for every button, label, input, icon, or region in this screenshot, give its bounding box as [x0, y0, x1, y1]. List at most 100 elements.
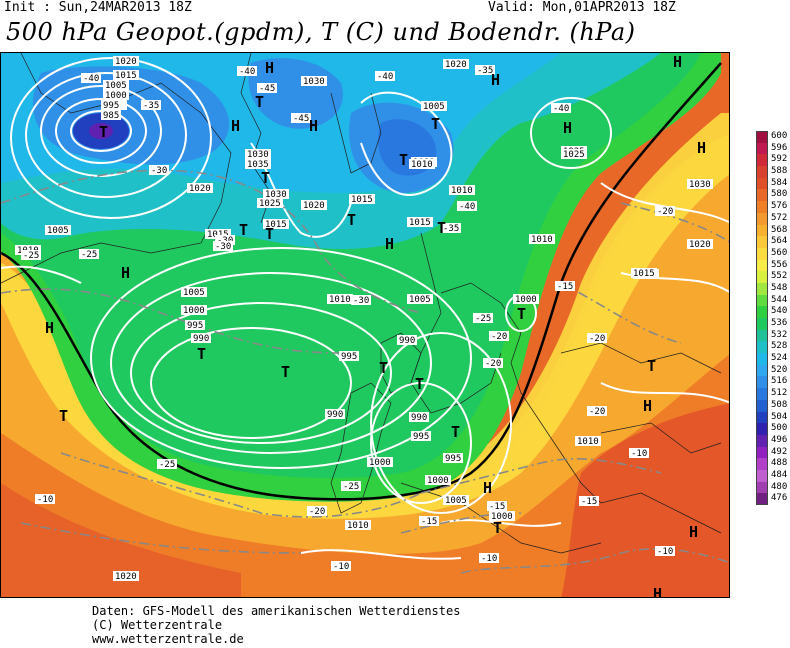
high-marker: H [265, 59, 274, 77]
svg-text:-35: -35 [477, 66, 493, 76]
pressure-label: 1020 [687, 239, 713, 250]
color-scale-label: 492 [771, 446, 788, 457]
svg-text:-35: -35 [143, 101, 159, 111]
temperature-label: -25 [79, 249, 99, 260]
color-scale-label: 528 [771, 341, 788, 352]
pressure-label: 1020 [443, 59, 469, 70]
color-scale-label: 532 [771, 329, 788, 340]
temperature-label: -10 [35, 494, 55, 505]
pressure-label: 1015 [113, 70, 139, 81]
svg-text:1000: 1000 [491, 512, 513, 522]
color-scale-label: 536 [771, 318, 788, 328]
svg-text:1010: 1010 [577, 437, 599, 447]
temperature-label: -20 [655, 206, 675, 217]
color-scale-label: 588 [771, 166, 788, 177]
color-scale-label: 512 [771, 388, 788, 399]
temperature-label: -25 [341, 481, 361, 492]
svg-text:1005: 1005 [105, 81, 127, 91]
pressure-label: 990 [325, 409, 345, 420]
svg-text:1010: 1010 [347, 521, 369, 531]
yellow-band [1, 113, 729, 519]
low-marker: T [431, 115, 440, 133]
temperature-label: -30 [149, 165, 169, 176]
color-scale-cell [756, 399, 768, 412]
pressure-label: 1000 [181, 305, 207, 316]
svg-text:1005: 1005 [445, 496, 467, 506]
svg-text:1020: 1020 [189, 184, 211, 194]
pressure-label: 1005 [103, 80, 129, 91]
svg-text:995: 995 [187, 321, 203, 331]
red-region-sw [1, 483, 241, 597]
svg-text:1030: 1030 [265, 190, 287, 200]
color-scale-label: 592 [771, 154, 788, 165]
low-marker: T [415, 375, 424, 393]
temperature-label: -25 [473, 313, 493, 324]
pressure-label: 1030 [687, 179, 713, 190]
pressure-label: 1000 [489, 511, 515, 522]
svg-text:995: 995 [413, 432, 429, 442]
high-marker-group: H H H H H H H H H H H H H H [45, 53, 706, 598]
pressure-label: 1005 [181, 287, 207, 298]
svg-text:-40: -40 [377, 72, 393, 82]
svg-text:1000: 1000 [105, 91, 127, 101]
color-scale-cell [756, 329, 768, 342]
color-scale-cell [756, 411, 768, 424]
pressure-label: 1030 [263, 189, 289, 200]
svg-text:1025: 1025 [563, 150, 585, 160]
high-marker: H [653, 585, 662, 598]
color-scale-label: 556 [771, 259, 788, 270]
high-marker: H [385, 235, 394, 253]
color-scale-cell [756, 481, 768, 494]
svg-text:1000: 1000 [369, 458, 391, 468]
pressure-label: 995 [185, 320, 205, 331]
pressure-label: 1010 [449, 185, 475, 196]
color-scale-cell [756, 423, 768, 435]
high-marker: H [45, 319, 54, 337]
svg-text:1010: 1010 [451, 186, 473, 196]
color-scale-cell [756, 294, 768, 307]
temperature-label: -20 [587, 406, 607, 417]
pressure-label: 1020 [187, 183, 213, 194]
color-scale-label: 560 [771, 247, 788, 258]
svg-text:990: 990 [327, 410, 343, 420]
pressure-label: 995 [411, 431, 431, 442]
svg-text:990: 990 [411, 413, 427, 423]
svg-text:1030: 1030 [247, 150, 269, 160]
temperature-label: -40 [551, 103, 571, 114]
pressure-label: 1015 [631, 268, 657, 279]
temperature-label: -10 [331, 561, 351, 572]
svg-text:1010: 1010 [411, 160, 433, 170]
pressure-label: 995 [339, 351, 359, 362]
pressure-label: 1000 [513, 294, 539, 305]
color-scale-label: 508 [771, 399, 788, 410]
color-scale-label: 476 [771, 493, 788, 504]
color-scale-label: 580 [771, 189, 788, 200]
svg-text:-35: -35 [443, 224, 459, 234]
low-marker: T [399, 151, 408, 169]
init-label: Init : Sun,24MAR2013 18Z [4, 0, 192, 15]
color-scale-cell [756, 271, 768, 283]
pressure-label: 1010 [345, 520, 371, 531]
svg-text:1020: 1020 [115, 57, 137, 67]
isotherms [1, 169, 729, 574]
svg-text:-10: -10 [37, 495, 53, 505]
map-title: 500 hPa Geopot.(gpdm), T (C) und Bodendr… [6, 18, 636, 46]
svg-text:-20: -20 [491, 332, 507, 342]
svg-text:-25: -25 [23, 251, 39, 261]
temperature-label: -20 [587, 333, 607, 344]
svg-text:1015: 1015 [115, 71, 137, 81]
color-scale-label: 516 [771, 376, 788, 387]
low-marker: T [517, 305, 526, 323]
svg-text:1025: 1025 [259, 199, 281, 209]
svg-text:1030: 1030 [689, 180, 711, 190]
color-scale-labels: 600 596 592 588 584 580 576 572 568 564 560 556 552 5… [771, 131, 787, 505]
svg-text:1015: 1015 [409, 218, 431, 228]
color-scale-cell [756, 388, 768, 400]
svg-text:1020: 1020 [689, 240, 711, 250]
pressure-label: 990 [191, 333, 211, 344]
svg-text:1015: 1015 [265, 220, 287, 230]
footer-url: www.wetterzentrale.de [92, 632, 244, 646]
pressure-label: 1030 [245, 149, 271, 160]
high-marker: H [697, 139, 706, 157]
low-marker: T [451, 423, 460, 441]
